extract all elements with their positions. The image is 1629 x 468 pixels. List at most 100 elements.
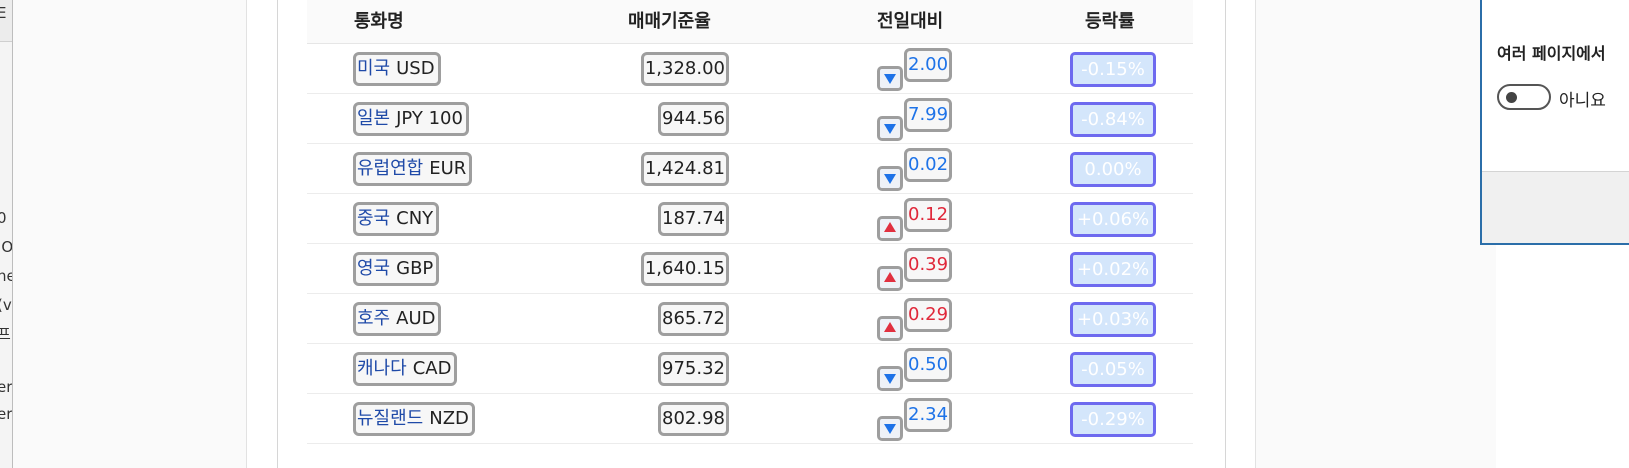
left-fragment: ne [0,267,12,285]
up-arrow-icon [877,216,903,241]
table-header: 통화명 매매기준율 전일대비 등락률 [307,0,1193,44]
down-arrow-icon-glyph [884,424,896,434]
base-rate-value: 187.74 [658,202,729,236]
up-arrow-icon [877,316,903,341]
base-rate-value: 1,328.00 [640,52,729,86]
change-value: 2.34 [904,398,953,432]
currency-code: CNY [396,208,434,229]
down-arrow-icon-glyph [884,174,896,184]
currency-code: NZD [429,408,469,429]
currency-name: 유럽연합 [357,158,424,179]
table-row: 호주 AUD 865.72 0.29 +0.03% [307,294,1193,344]
change-rate-badge: -0.84% [1070,102,1156,137]
table-row: 캐나다 CAD 975.32 0.50 -0.05% [307,344,1193,394]
down-arrow-icon-glyph [884,124,896,134]
down-arrow-icon [877,166,903,191]
change-rate-badge: -0.29% [1070,402,1156,437]
left-side-panel: E 0 IO ne (v 프 er er [0,0,13,468]
currency-link[interactable]: 캐나다 CAD [353,352,458,386]
dialog-footer [1482,171,1629,243]
currency-name: 일본 [357,108,391,129]
currency-link[interactable]: 영국 GBP [353,252,440,286]
base-rate-value: 802.98 [658,402,729,436]
currency-name: 캐나다 [357,358,407,379]
change-rate-badge: +0.03% [1070,302,1156,337]
change-value: 0.39 [904,248,953,282]
divider [1225,0,1226,468]
currency-link[interactable]: 유럽연합 EUR [353,152,473,186]
currency-code: JPY 100 [396,108,463,129]
change-rate-badge: -0.15% [1070,52,1156,87]
left-panel-header: E [0,0,12,42]
left-fragment: er [0,378,13,396]
up-arrow-icon-glyph [884,222,896,232]
currency-link[interactable]: 호주 AUD [353,302,442,336]
table-row: 일본 JPY 100 944.56 7.99 -0.84% [307,94,1193,144]
currency-link[interactable]: 미국 USD [353,52,441,86]
currency-link[interactable]: 일본 JPY 100 [353,102,469,136]
change-rate-badge: 0.00% [1070,152,1156,187]
up-arrow-icon-glyph [884,322,896,332]
left-fragment: 프 [0,323,11,344]
down-arrow-icon-glyph [884,374,896,384]
divider [1255,0,1256,468]
currency-code: USD [396,58,435,79]
change-value: 0.02 [904,148,953,182]
toggle-label: 아니요 [1559,91,1606,111]
currency-name: 중국 [357,208,391,229]
down-arrow-icon [877,366,903,391]
currency-name: 영국 [357,258,391,279]
change-rate-badge: +0.02% [1070,252,1156,287]
settings-dialog: 여러 페이지에서 아니요 [1480,0,1629,245]
change-rate-badge: -0.05% [1070,352,1156,387]
currency-link[interactable]: 중국 CNY [353,202,440,236]
base-rate-value: 1,640.15 [640,252,729,286]
base-rate-value: 975.32 [658,352,729,386]
table-body: 미국 USD 1,328.00 2.00 -0.15% 일본 JPY 100 944.56 7.… [307,44,1193,444]
down-arrow-icon [877,416,903,441]
dialog-question: 여러 페이지에서 [1497,44,1606,63]
left-fragment: IO [0,238,13,256]
left-fragment: (v [0,296,12,314]
table-row: 유럽연합 EUR 1,424.81 0.02 0.00% [307,144,1193,194]
up-arrow-icon [877,266,903,291]
column-header-base-rate: 매매기준율 [628,11,711,32]
change-value: 0.50 [904,348,953,382]
left-fragment: 0 [0,209,7,227]
down-arrow-icon [877,66,903,91]
toggle-knob [1506,92,1517,103]
up-arrow-icon-glyph [884,272,896,282]
currency-code: AUD [396,308,436,329]
left-gutter [13,0,246,468]
right-gutter [1256,0,1496,468]
column-header-currency: 통화명 [354,11,404,32]
currency-code: CAD [412,358,452,379]
change-value: 2.00 [904,48,953,82]
change-rate-badge: +0.06% [1070,202,1156,237]
change-value: 0.29 [904,298,953,332]
currency-link[interactable]: 뉴질랜드 NZD [353,402,475,436]
base-rate-value: 865.72 [658,302,729,336]
column-header-change: 전일대비 [877,11,944,32]
currency-name: 뉴질랜드 [357,408,424,429]
toggle-switch[interactable] [1497,84,1551,110]
exchange-rate-table: 통화명 매매기준율 전일대비 등락률 미국 USD 1,328.00 2.00 -0.1… [307,0,1193,444]
table-row: 중국 CNY 187.74 0.12 +0.06% [307,194,1193,244]
base-rate-value: 944.56 [658,102,729,136]
change-value: 7.99 [904,98,953,132]
column-header-change-rate: 등락률 [1085,11,1135,32]
currency-name: 미국 [357,58,391,79]
down-arrow-icon [877,116,903,141]
table-row: 영국 GBP 1,640.15 0.39 +0.02% [307,244,1193,294]
currency-code: EUR [429,158,467,179]
divider [277,0,278,468]
currency-code: GBP [396,258,434,279]
divider [246,0,247,468]
table-row: 미국 USD 1,328.00 2.00 -0.15% [307,44,1193,94]
down-arrow-icon-glyph [884,74,896,84]
table-row: 뉴질랜드 NZD 802.98 2.34 -0.29% [307,394,1193,444]
change-value: 0.12 [904,198,953,232]
left-fragment: er [0,405,13,423]
base-rate-value: 1,424.81 [640,152,729,186]
